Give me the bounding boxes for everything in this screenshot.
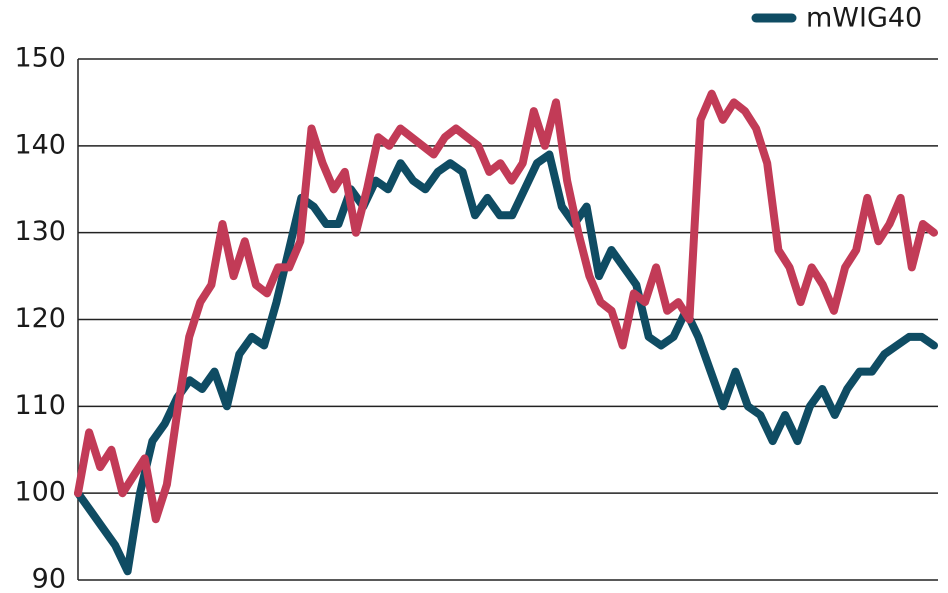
y-tick-label: 120 xyxy=(14,303,66,334)
legend-label: mWIG40 xyxy=(806,3,922,34)
y-tick-label: 150 xyxy=(14,43,66,74)
series-line xyxy=(74,89,938,524)
y-tick-label: 110 xyxy=(14,390,66,421)
y-tick-label: 130 xyxy=(14,216,66,247)
y-tick-label: 90 xyxy=(32,564,66,593)
y-tick-label: 140 xyxy=(14,129,66,160)
series-line xyxy=(74,150,938,576)
y-tick-label: 100 xyxy=(14,477,66,508)
